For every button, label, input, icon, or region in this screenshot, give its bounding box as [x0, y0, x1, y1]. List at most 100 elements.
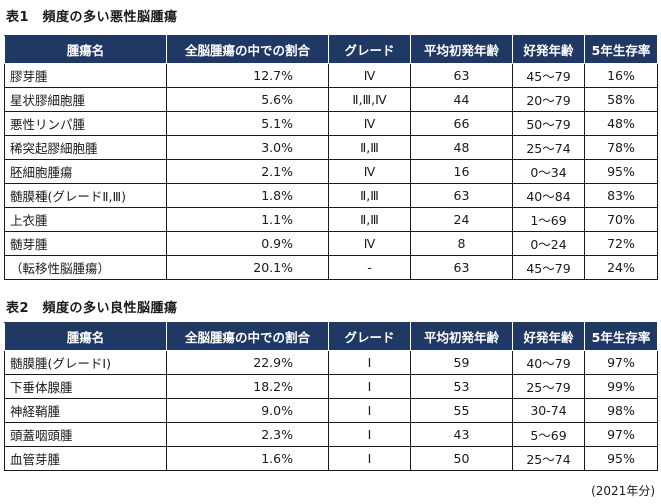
common-onset-age-cell: 30-74: [512, 398, 585, 423]
mean-onset-age-cell: 24: [410, 207, 513, 232]
grade-cell: Ⅱ,Ⅲ: [328, 207, 411, 232]
survival-rate-cell: 48%: [584, 111, 658, 136]
tumor-name-cell: 悪性リンパ腫: [4, 111, 167, 136]
tumor-name-cell: 稀突起膠細胞腫: [4, 135, 167, 160]
mean-onset-age-cell: 50: [410, 446, 513, 471]
column-header-5yr-survival: 5年生存率: [584, 322, 658, 351]
common-onset-age-cell: 40〜84: [512, 183, 585, 208]
survival-rate-cell: 98%: [584, 398, 658, 423]
common-onset-age-cell: 25〜79: [512, 374, 585, 399]
column-header-mean-onset-age: 平均初発年齢: [410, 35, 513, 64]
common-onset-age-cell: 45〜79: [512, 63, 585, 88]
share-cell: 5.6%: [166, 87, 329, 112]
survival-rate-cell: 95%: [584, 446, 658, 471]
survival-rate-cell: 97%: [584, 422, 658, 447]
share-cell: 3.0%: [166, 135, 329, 160]
common-onset-age-cell: 1〜69: [512, 207, 585, 232]
share-cell: 1.6%: [166, 446, 329, 471]
share-cell: 20.1%: [166, 255, 329, 280]
table1-caption: 表1 頻度の多い悪性脳腫瘍: [6, 10, 178, 25]
mean-onset-age-cell: 48: [410, 135, 513, 160]
survival-rate-cell: 72%: [584, 231, 658, 256]
grade-cell: Ⅰ: [328, 422, 411, 447]
grade-cell: Ⅱ,Ⅲ: [328, 135, 411, 160]
grade-cell: Ⅱ,Ⅲ,Ⅳ: [328, 87, 411, 112]
share-cell: 18.2%: [166, 374, 329, 399]
year-footnote: (2021年分): [591, 484, 655, 498]
tumor-name-cell: 上衣腫: [4, 207, 167, 232]
column-header-share: 全脳腫瘍の中での割合: [166, 322, 329, 351]
mean-onset-age-cell: 43: [410, 422, 513, 447]
table-row: 髄膜種(グレードⅡ,Ⅲ) 1.8% Ⅱ,Ⅲ 63 40〜84 83%: [4, 183, 658, 208]
survival-rate-cell: 99%: [584, 374, 658, 399]
tumor-name-cell: 胚細胞腫瘍: [4, 159, 167, 184]
share-cell: 9.0%: [166, 398, 329, 423]
table-row: 頭蓋咽頭腫 2.3% Ⅰ 43 5〜69 97%: [4, 422, 658, 447]
column-header-share: 全脳腫瘍の中での割合: [166, 35, 329, 64]
column-header-5yr-survival: 5年生存率: [584, 35, 658, 64]
table2-header-row: 腫瘍名 全脳腫瘍の中での割合 グレード 平均初発年齢 好発年齢 5年生存率: [4, 322, 658, 351]
grade-cell: Ⅳ: [328, 63, 411, 88]
share-cell: 5.1%: [166, 111, 329, 136]
share-cell: 1.1%: [166, 207, 329, 232]
table-row: 膠芽腫 12.7% Ⅳ 63 45〜79 16%: [4, 63, 658, 88]
table-row: 髄芽腫 0.9% Ⅳ 8 0〜24 72%: [4, 231, 658, 256]
grade-cell: Ⅰ: [328, 446, 411, 471]
share-cell: 2.1%: [166, 159, 329, 184]
grade-cell: Ⅳ: [328, 111, 411, 136]
survival-rate-cell: 58%: [584, 87, 658, 112]
table-row: 神経鞘腫 9.0% Ⅰ 55 30-74 98%: [4, 398, 658, 423]
grade-cell: -: [328, 255, 411, 280]
grade-cell: Ⅳ: [328, 159, 411, 184]
tumor-name-cell: 血管芽腫: [4, 446, 167, 471]
grade-cell: Ⅰ: [328, 398, 411, 423]
tumor-name-cell: 膠芽腫: [4, 63, 167, 88]
common-onset-age-cell: 20〜79: [512, 87, 585, 112]
survival-rate-cell: 97%: [584, 350, 658, 375]
mean-onset-age-cell: 63: [410, 183, 513, 208]
survival-rate-cell: 78%: [584, 135, 658, 160]
column-header-grade: グレード: [328, 35, 411, 64]
column-header-grade: グレード: [328, 322, 411, 351]
tumor-name-cell: 下垂体腺腫: [4, 374, 167, 399]
table-row: 星状膠細胞腫 5.6% Ⅱ,Ⅲ,Ⅳ 44 20〜79 58%: [4, 87, 658, 112]
table-row: （転移性脳腫瘍） 20.1% -63 45〜79 24%: [4, 255, 658, 280]
tumor-name-cell: 神経鞘腫: [4, 398, 167, 423]
grade-cell: Ⅰ: [328, 374, 411, 399]
common-onset-age-cell: 5〜69: [512, 422, 585, 447]
tumor-name-cell: 頭蓋咽頭腫: [4, 422, 167, 447]
survival-rate-cell: 83%: [584, 183, 658, 208]
share-cell: 2.3%: [166, 422, 329, 447]
share-cell: 1.8%: [166, 183, 329, 208]
mean-onset-age-cell: 8: [410, 231, 513, 256]
mean-onset-age-cell: 59: [410, 350, 513, 375]
share-cell: 0.9%: [166, 231, 329, 256]
table1-header-row: 腫瘍名 全脳腫瘍の中での割合 グレード 平均初発年齢 好発年齢 5年生存率: [4, 35, 658, 64]
common-onset-age-cell: 25〜74: [512, 446, 585, 471]
tumor-name-cell: 髄芽腫: [4, 231, 167, 256]
tumor-name-cell: 髄膜種(グレードⅡ,Ⅲ): [4, 183, 167, 208]
survival-rate-cell: 16%: [584, 63, 658, 88]
table-row: 上衣腫 1.1% Ⅱ,Ⅲ 24 1〜69 70%: [4, 207, 658, 232]
survival-rate-cell: 24%: [584, 255, 658, 280]
common-onset-age-cell: 40〜79: [512, 350, 585, 375]
share-cell: 22.9%: [166, 350, 329, 375]
tumor-name-cell: （転移性脳腫瘍）: [4, 255, 167, 280]
column-header-tumor-name: 腫瘍名: [4, 322, 167, 351]
share-cell: 12.7%: [166, 63, 329, 88]
table-row: 胚細胞腫瘍 2.1% Ⅳ 16 0〜34 95%: [4, 159, 658, 184]
survival-rate-cell: 70%: [584, 207, 658, 232]
table-row: 下垂体腺腫 18.2% Ⅰ 53 25〜79 99%: [4, 374, 658, 399]
column-header-tumor-name: 腫瘍名: [4, 35, 167, 64]
malignant-tumor-table: 腫瘍名 全脳腫瘍の中での割合 グレード 平均初発年齢 好発年齢 5年生存率 膠芽…: [4, 35, 658, 280]
mean-onset-age-cell: 44: [410, 87, 513, 112]
column-header-common-onset-age: 好発年齢: [512, 35, 585, 64]
common-onset-age-cell: 0〜34: [512, 159, 585, 184]
grade-cell: Ⅰ: [328, 350, 411, 375]
common-onset-age-cell: 0〜24: [512, 231, 585, 256]
common-onset-age-cell: 45〜79: [512, 255, 585, 280]
tumor-name-cell: 星状膠細胞腫: [4, 87, 167, 112]
tumor-name-cell: 髄膜腫(グレードⅠ): [4, 350, 167, 375]
common-onset-age-cell: 50〜79: [512, 111, 585, 136]
table-row: 血管芽腫 1.6% Ⅰ 50 25〜74 95%: [4, 446, 658, 471]
